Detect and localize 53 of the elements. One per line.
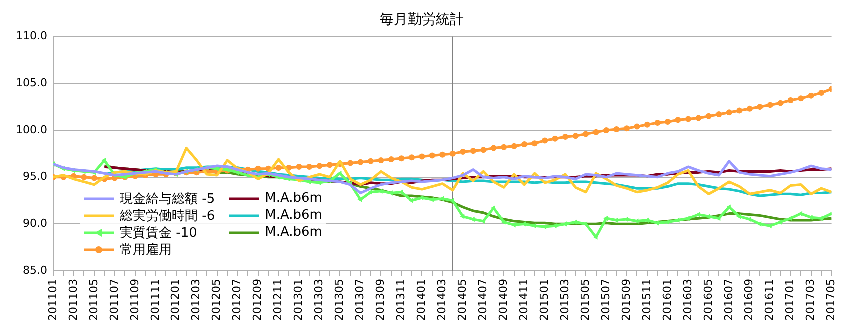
x-tick-label: 201109: [128, 279, 142, 322]
x-tick-label: 201211: [272, 279, 285, 322]
x-tick-label: 201605: [702, 279, 715, 322]
legend-label: M.A.b6m: [265, 225, 322, 240]
y-tick-label: 105.0: [16, 76, 48, 90]
x-tick-label: 201509: [620, 279, 633, 322]
legend-label: 実質賃金 -10: [120, 224, 198, 242]
x-tick-label: 201201: [169, 279, 182, 322]
x-tick-label: 201503: [558, 279, 572, 322]
x-tick-label: 201701: [784, 279, 797, 322]
x-tick-label: 201111: [148, 279, 162, 322]
x-tick-label: 201607: [722, 279, 736, 322]
y-tick-label: 110.0: [16, 30, 48, 43]
x-tick-label: 201403: [436, 279, 449, 322]
x-tick-label: 201609: [742, 279, 756, 322]
x-tick-label: 201511: [640, 279, 654, 322]
x-tick-label: 201309: [374, 279, 388, 322]
x-tick-label: 201307: [354, 279, 367, 322]
x-tick-label: 201303: [312, 279, 326, 322]
x-tick-label: 201105: [87, 279, 100, 322]
x-tick-label: 201603: [681, 279, 694, 322]
x-tick-label: 201301: [292, 279, 306, 322]
legend-label: 現金給与総額 -5: [120, 190, 216, 208]
x-tick-label: 201409: [496, 279, 510, 322]
x-tick-label: 201311: [394, 279, 408, 322]
x-tick-label: 201401: [415, 279, 428, 322]
x-tick-label: 201407: [476, 279, 490, 322]
x-tick-label: 201203: [190, 279, 203, 322]
y-tick-label: 95.0: [22, 170, 48, 184]
x-tick-label: 201207: [230, 279, 244, 322]
y-tick-label: 100.0: [16, 123, 48, 136]
x-tick-label: 201611: [763, 279, 776, 322]
x-tick-label: 201101: [46, 279, 60, 322]
legend-label: M.A.b6m: [265, 208, 322, 223]
legend-label: 常用雇用: [120, 242, 172, 258]
x-tick-label: 201601: [660, 279, 674, 322]
x-tick-label: 201107: [108, 279, 121, 322]
chart-title: 毎月勤労統計: [380, 12, 464, 28]
x-tick-label: 201705: [824, 279, 838, 322]
legend-label: M.A.b6m: [265, 191, 322, 206]
x-tick-label: 201305: [333, 279, 346, 322]
x-tick-label: 201205: [210, 279, 224, 322]
x-tick-label: 201405: [456, 279, 469, 322]
x-tick-label: 201411: [517, 279, 530, 322]
x-tick-label: 201507: [599, 279, 612, 322]
x-tick-label: 201505: [578, 279, 592, 322]
x-tick-label: 201501: [538, 279, 551, 322]
x-tick-label: 201103: [66, 279, 80, 322]
legend-label: 総実労働時間 -6: [120, 208, 216, 224]
x-tick-label: 201703: [804, 279, 818, 322]
y-tick-label: 90.0: [22, 217, 48, 230]
y-tick-label: 85.0: [22, 264, 48, 277]
x-tick-label: 201209: [251, 279, 264, 322]
